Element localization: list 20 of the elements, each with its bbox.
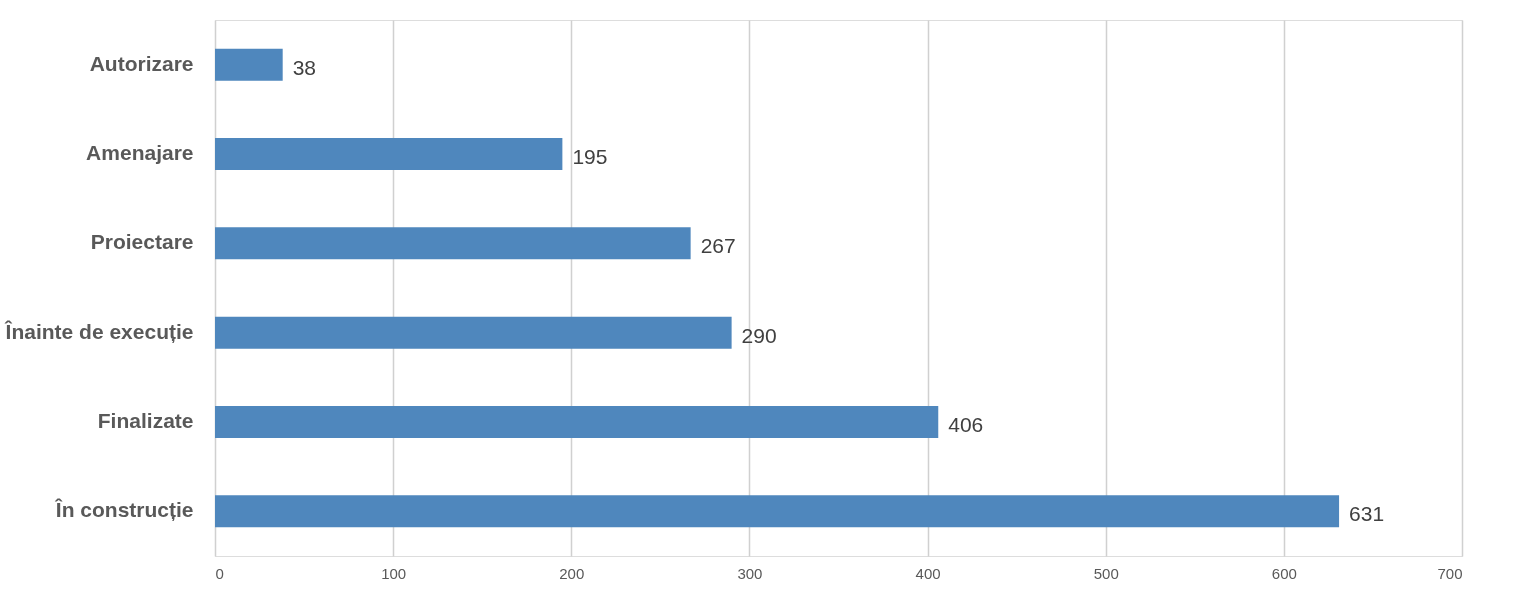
data-label: 290 xyxy=(741,323,777,347)
y-tick-label: Amenajare xyxy=(86,141,194,164)
x-tick-label: 400 xyxy=(915,564,941,582)
data-label: 267 xyxy=(700,234,736,258)
x-tick-label: 100 xyxy=(381,564,407,582)
data-label: 631 xyxy=(1349,502,1385,526)
x-tick-label: 0 xyxy=(215,564,224,582)
data-label: 38 xyxy=(292,55,317,79)
data-label: 406 xyxy=(948,413,984,436)
x-tick-label: 600 xyxy=(1271,564,1297,582)
x-tick-label: 700 xyxy=(1437,564,1463,582)
y-tick-label: Autorizare xyxy=(89,51,194,75)
x-tick-label: 300 xyxy=(737,564,763,582)
y-tick-label: În construcție xyxy=(54,498,194,522)
y-tick-label: Proiectare xyxy=(90,230,194,254)
y-tick-label: Înainte de execuție xyxy=(4,319,194,343)
data-label: 195 xyxy=(572,145,608,168)
x-tick-label: 500 xyxy=(1093,564,1119,582)
x-tick-label: 200 xyxy=(559,564,585,582)
y-tick-label: Finalizate xyxy=(97,409,194,432)
